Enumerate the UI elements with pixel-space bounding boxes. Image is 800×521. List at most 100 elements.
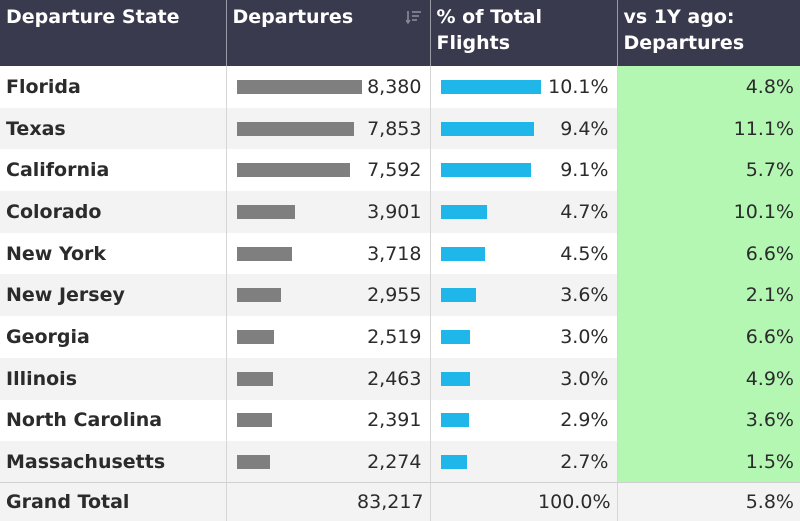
departures-value: 7,853: [367, 117, 422, 140]
pct-bar: [440, 163, 531, 178]
yoy-value: 3.6%: [617, 399, 800, 442]
pct-cell: 3.0%: [430, 357, 618, 400]
yoy-value: 4.8%: [617, 66, 800, 108]
pct-cell: 4.7%: [430, 191, 618, 233]
state-cell: Florida: [0, 66, 227, 108]
yoy-value: 6.6%: [617, 316, 800, 358]
departures-value: 2,274: [367, 450, 422, 473]
departures-cell: 2,955: [226, 274, 431, 317]
pct-cell: 10.1%: [430, 66, 618, 108]
pct-bar: [440, 454, 468, 469]
departures-cell: 2,391: [226, 399, 431, 442]
departures-bar: [236, 329, 275, 344]
pct-cell: 9.4%: [430, 107, 618, 150]
header-departures[interactable]: Departures: [226, 0, 431, 66]
table-row[interactable]: Florida 8,380 10.1% 4.8%: [0, 66, 800, 108]
pct-bar: [440, 79, 541, 94]
pct-value: 3.0%: [560, 367, 609, 390]
table-row[interactable]: California 7,592 9.1% 5.7%: [0, 149, 800, 192]
state-cell: North Carolina: [0, 399, 227, 442]
state-cell: Georgia: [0, 316, 227, 358]
pct-cell: 2.9%: [430, 399, 618, 442]
pct-cell: 4.5%: [430, 232, 618, 275]
departures-value: 2,463: [367, 367, 422, 390]
yoy-value: 1.5%: [617, 441, 800, 483]
departures-value: 7,592: [367, 159, 422, 182]
pct-bar: [440, 329, 471, 344]
header-pct-total-flights[interactable]: % of Total Flights: [430, 0, 618, 66]
state-cell: Massachusetts: [0, 441, 227, 483]
table-row[interactable]: New York 3,718 4.5% 6.6%: [0, 232, 800, 275]
grand-total-row: Grand Total 83,217 100.0% 5.8%: [0, 482, 800, 521]
state-cell: New York: [0, 232, 227, 275]
departures-cell: 2,519: [226, 316, 431, 358]
header-row: Departure State Departures % of Total Fl…: [0, 0, 800, 66]
table-row[interactable]: Colorado 3,901 4.7% 10.1%: [0, 191, 800, 233]
grand-total-yoy: 5.8%: [617, 482, 800, 521]
pct-bar: [440, 121, 534, 136]
departures-bar: [236, 413, 273, 428]
pct-bar: [440, 246, 486, 261]
yoy-value: 2.1%: [617, 274, 800, 317]
departures-bar: [236, 288, 281, 303]
departures-cell: 3,901: [226, 191, 431, 233]
state-cell: Texas: [0, 107, 227, 150]
departures-cell: 2,274: [226, 441, 431, 483]
table-row[interactable]: Massachusetts 2,274 2.7% 1.5%: [0, 441, 800, 483]
state-cell: Illinois: [0, 357, 227, 400]
departures-bar: [236, 163, 350, 178]
departures-cell: 2,463: [226, 357, 431, 400]
sort-descending-icon[interactable]: [404, 6, 422, 25]
yoy-value: 6.6%: [617, 232, 800, 275]
pct-bar: [440, 371, 471, 386]
pct-cell: 2.7%: [430, 441, 618, 483]
departures-value: 2,519: [367, 325, 422, 348]
state-cell: New Jersey: [0, 274, 227, 317]
pct-value: 2.7%: [560, 450, 609, 473]
table-row[interactable]: North Carolina 2,391 2.9% 3.6%: [0, 399, 800, 442]
pct-value: 4.7%: [560, 200, 609, 223]
table-row[interactable]: Texas 7,853 9.4% 11.1%: [0, 107, 800, 150]
departures-bar: [236, 121, 354, 136]
grand-total-label: Grand Total: [0, 482, 227, 521]
pct-value: 9.4%: [560, 117, 609, 140]
departures-value: 2,955: [367, 284, 422, 307]
yoy-value: 4.9%: [617, 357, 800, 400]
grand-total-departures: 83,217: [226, 482, 431, 521]
pct-value: 2.9%: [560, 409, 609, 432]
yoy-value: 5.7%: [617, 149, 800, 192]
departures-cell: 7,853: [226, 107, 431, 150]
header-vs-1y-ago[interactable]: vs 1Y ago: Departures: [617, 0, 800, 66]
departures-bar: [236, 371, 274, 386]
pct-value: 3.6%: [560, 284, 609, 307]
pct-bar: [440, 204, 488, 219]
pct-bar: [440, 413, 470, 428]
table-row[interactable]: Illinois 2,463 3.0% 4.9%: [0, 357, 800, 400]
pct-cell: 9.1%: [430, 149, 618, 192]
state-cell: California: [0, 149, 227, 192]
grand-total-pct: 100.0%: [430, 482, 618, 521]
departures-cell: 8,380: [226, 66, 431, 108]
pct-value: 10.1%: [548, 75, 609, 98]
pct-cell: 3.6%: [430, 274, 618, 317]
departures-value: 3,718: [367, 242, 422, 265]
departures-value: 2,391: [367, 409, 422, 432]
departures-cell: 3,718: [226, 232, 431, 275]
header-departure-state[interactable]: Departure State: [0, 0, 227, 66]
state-cell: Colorado: [0, 191, 227, 233]
yoy-value: 10.1%: [617, 191, 800, 233]
departures-bar: [236, 246, 292, 261]
pct-value: 4.5%: [560, 242, 609, 265]
pct-bar: [440, 288, 477, 303]
departures-bar: [236, 454, 271, 469]
pct-cell: 3.0%: [430, 316, 618, 358]
table-row[interactable]: New Jersey 2,955 3.6% 2.1%: [0, 274, 800, 317]
pct-value: 3.0%: [560, 325, 609, 348]
departures-cell: 7,592: [226, 149, 431, 192]
table-row[interactable]: Georgia 2,519 3.0% 6.6%: [0, 316, 800, 358]
departures-value: 8,380: [367, 75, 422, 98]
departures-bar: [236, 79, 362, 94]
pct-value: 9.1%: [560, 159, 609, 182]
departures-bar: [236, 204, 295, 219]
